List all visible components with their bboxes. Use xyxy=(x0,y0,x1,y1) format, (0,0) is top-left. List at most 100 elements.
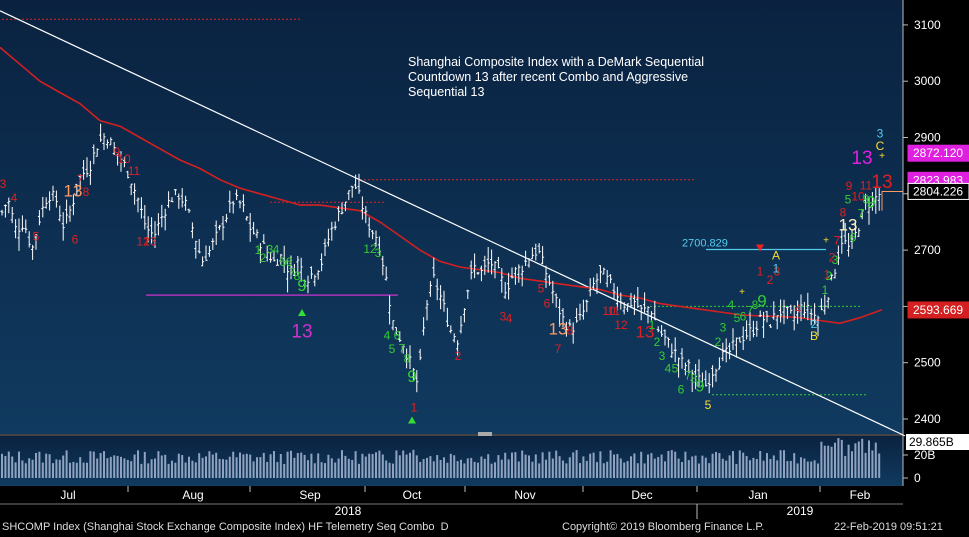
setup-label: 10 xyxy=(851,190,865,204)
sell-arrow-icon xyxy=(756,244,764,252)
volume-bar xyxy=(446,462,449,478)
price-bar xyxy=(785,306,789,320)
price-bar xyxy=(58,205,62,222)
setup-label: 11 xyxy=(128,164,141,178)
price-bar xyxy=(129,183,133,196)
price-bar xyxy=(442,290,446,312)
price-bar xyxy=(656,326,660,333)
price-bar xyxy=(717,357,721,370)
panel-divider-handle[interactable] xyxy=(478,432,492,436)
price-bar xyxy=(143,205,147,230)
volume-bar xyxy=(623,462,626,478)
price-bar xyxy=(615,286,619,311)
volume-bar xyxy=(419,461,422,478)
price-bar xyxy=(282,245,286,274)
price-bar xyxy=(306,275,310,294)
volume-bar xyxy=(667,450,670,478)
volume-bar xyxy=(232,451,235,478)
volume-bar xyxy=(354,451,357,478)
setup-label: B xyxy=(810,329,818,343)
volume-bar xyxy=(626,461,629,478)
volume-bar xyxy=(514,452,517,478)
setup-label: 10 xyxy=(602,304,616,318)
price-bar xyxy=(646,306,650,324)
price-bar xyxy=(751,320,755,338)
volume-bar xyxy=(31,459,34,478)
setup-label: A xyxy=(772,249,780,263)
price-bar xyxy=(14,219,18,239)
volume-bar xyxy=(432,461,435,478)
setup-label: 7 xyxy=(685,369,692,383)
setup-label: 12 xyxy=(614,318,628,332)
price-bar xyxy=(415,370,419,393)
volume-bar xyxy=(150,459,153,478)
price-bar xyxy=(694,364,698,390)
volume-bar xyxy=(735,463,738,478)
price-bar xyxy=(27,231,31,248)
price-bar xyxy=(177,193,181,209)
price-bar xyxy=(714,368,718,382)
setup-label: 13 xyxy=(636,322,655,341)
price-bar xyxy=(721,342,725,362)
price-bar xyxy=(160,204,164,228)
volume-bar xyxy=(259,457,262,478)
volume-bar xyxy=(120,456,122,478)
price-bar xyxy=(462,308,466,323)
y-tick-label: 3100 xyxy=(914,18,941,32)
price-bar xyxy=(799,294,803,322)
volume-bar xyxy=(208,451,211,478)
volume-bar xyxy=(378,450,381,478)
volume-bar xyxy=(681,462,683,478)
volume-bar xyxy=(477,462,479,478)
price-bar xyxy=(218,224,222,231)
price-bar xyxy=(734,337,738,358)
price-bar xyxy=(843,222,847,245)
buy-arrow-icon xyxy=(408,416,416,424)
price-tag: 2872.120 xyxy=(907,144,969,162)
volume-bar xyxy=(783,450,785,478)
volume-bar xyxy=(786,461,789,478)
volume-bar xyxy=(742,452,745,478)
price-bar xyxy=(265,245,269,262)
price-bar xyxy=(513,266,517,285)
setup-label: 9 xyxy=(696,378,705,395)
price-bar xyxy=(320,253,324,272)
setup-label: 10 xyxy=(117,152,131,166)
volume-bar xyxy=(725,460,728,478)
volume-bar xyxy=(296,452,299,478)
price-bar xyxy=(857,228,861,237)
volume-bar xyxy=(157,451,160,478)
setup-label: 1 xyxy=(773,262,780,276)
y-tick-label: 2400 xyxy=(914,412,941,426)
price-bar xyxy=(847,232,851,257)
setup-label: 5 xyxy=(389,342,396,356)
price-bar xyxy=(792,305,796,331)
volume-bar xyxy=(113,455,116,478)
price-bars-layer xyxy=(0,123,903,394)
price-bar xyxy=(0,209,4,216)
price-bar xyxy=(585,299,589,313)
price-bar xyxy=(102,133,106,151)
volume-bar xyxy=(871,450,874,478)
volume-bar xyxy=(708,463,711,478)
price-bar xyxy=(755,320,759,337)
month-label: Nov xyxy=(514,488,535,502)
volume-bar xyxy=(521,450,524,478)
setup-label: 8 xyxy=(863,192,870,206)
month-label: Jul xyxy=(60,488,75,502)
price-bar xyxy=(343,201,347,212)
volume-bar xyxy=(844,455,847,478)
setup-label: 9 xyxy=(407,367,416,386)
volume-bar xyxy=(160,455,163,478)
setup-label: 1 xyxy=(649,318,656,332)
volume-bar xyxy=(511,452,513,478)
volume-bar xyxy=(687,460,690,478)
price-bar xyxy=(95,148,99,157)
volume-bar xyxy=(422,459,425,478)
price-bar xyxy=(833,268,837,279)
price-bar xyxy=(214,220,218,246)
volume-bar xyxy=(507,459,510,478)
y-tick-label: 2500 xyxy=(914,356,941,370)
volume-bar xyxy=(205,456,207,478)
setup-label: 3 xyxy=(877,127,884,141)
